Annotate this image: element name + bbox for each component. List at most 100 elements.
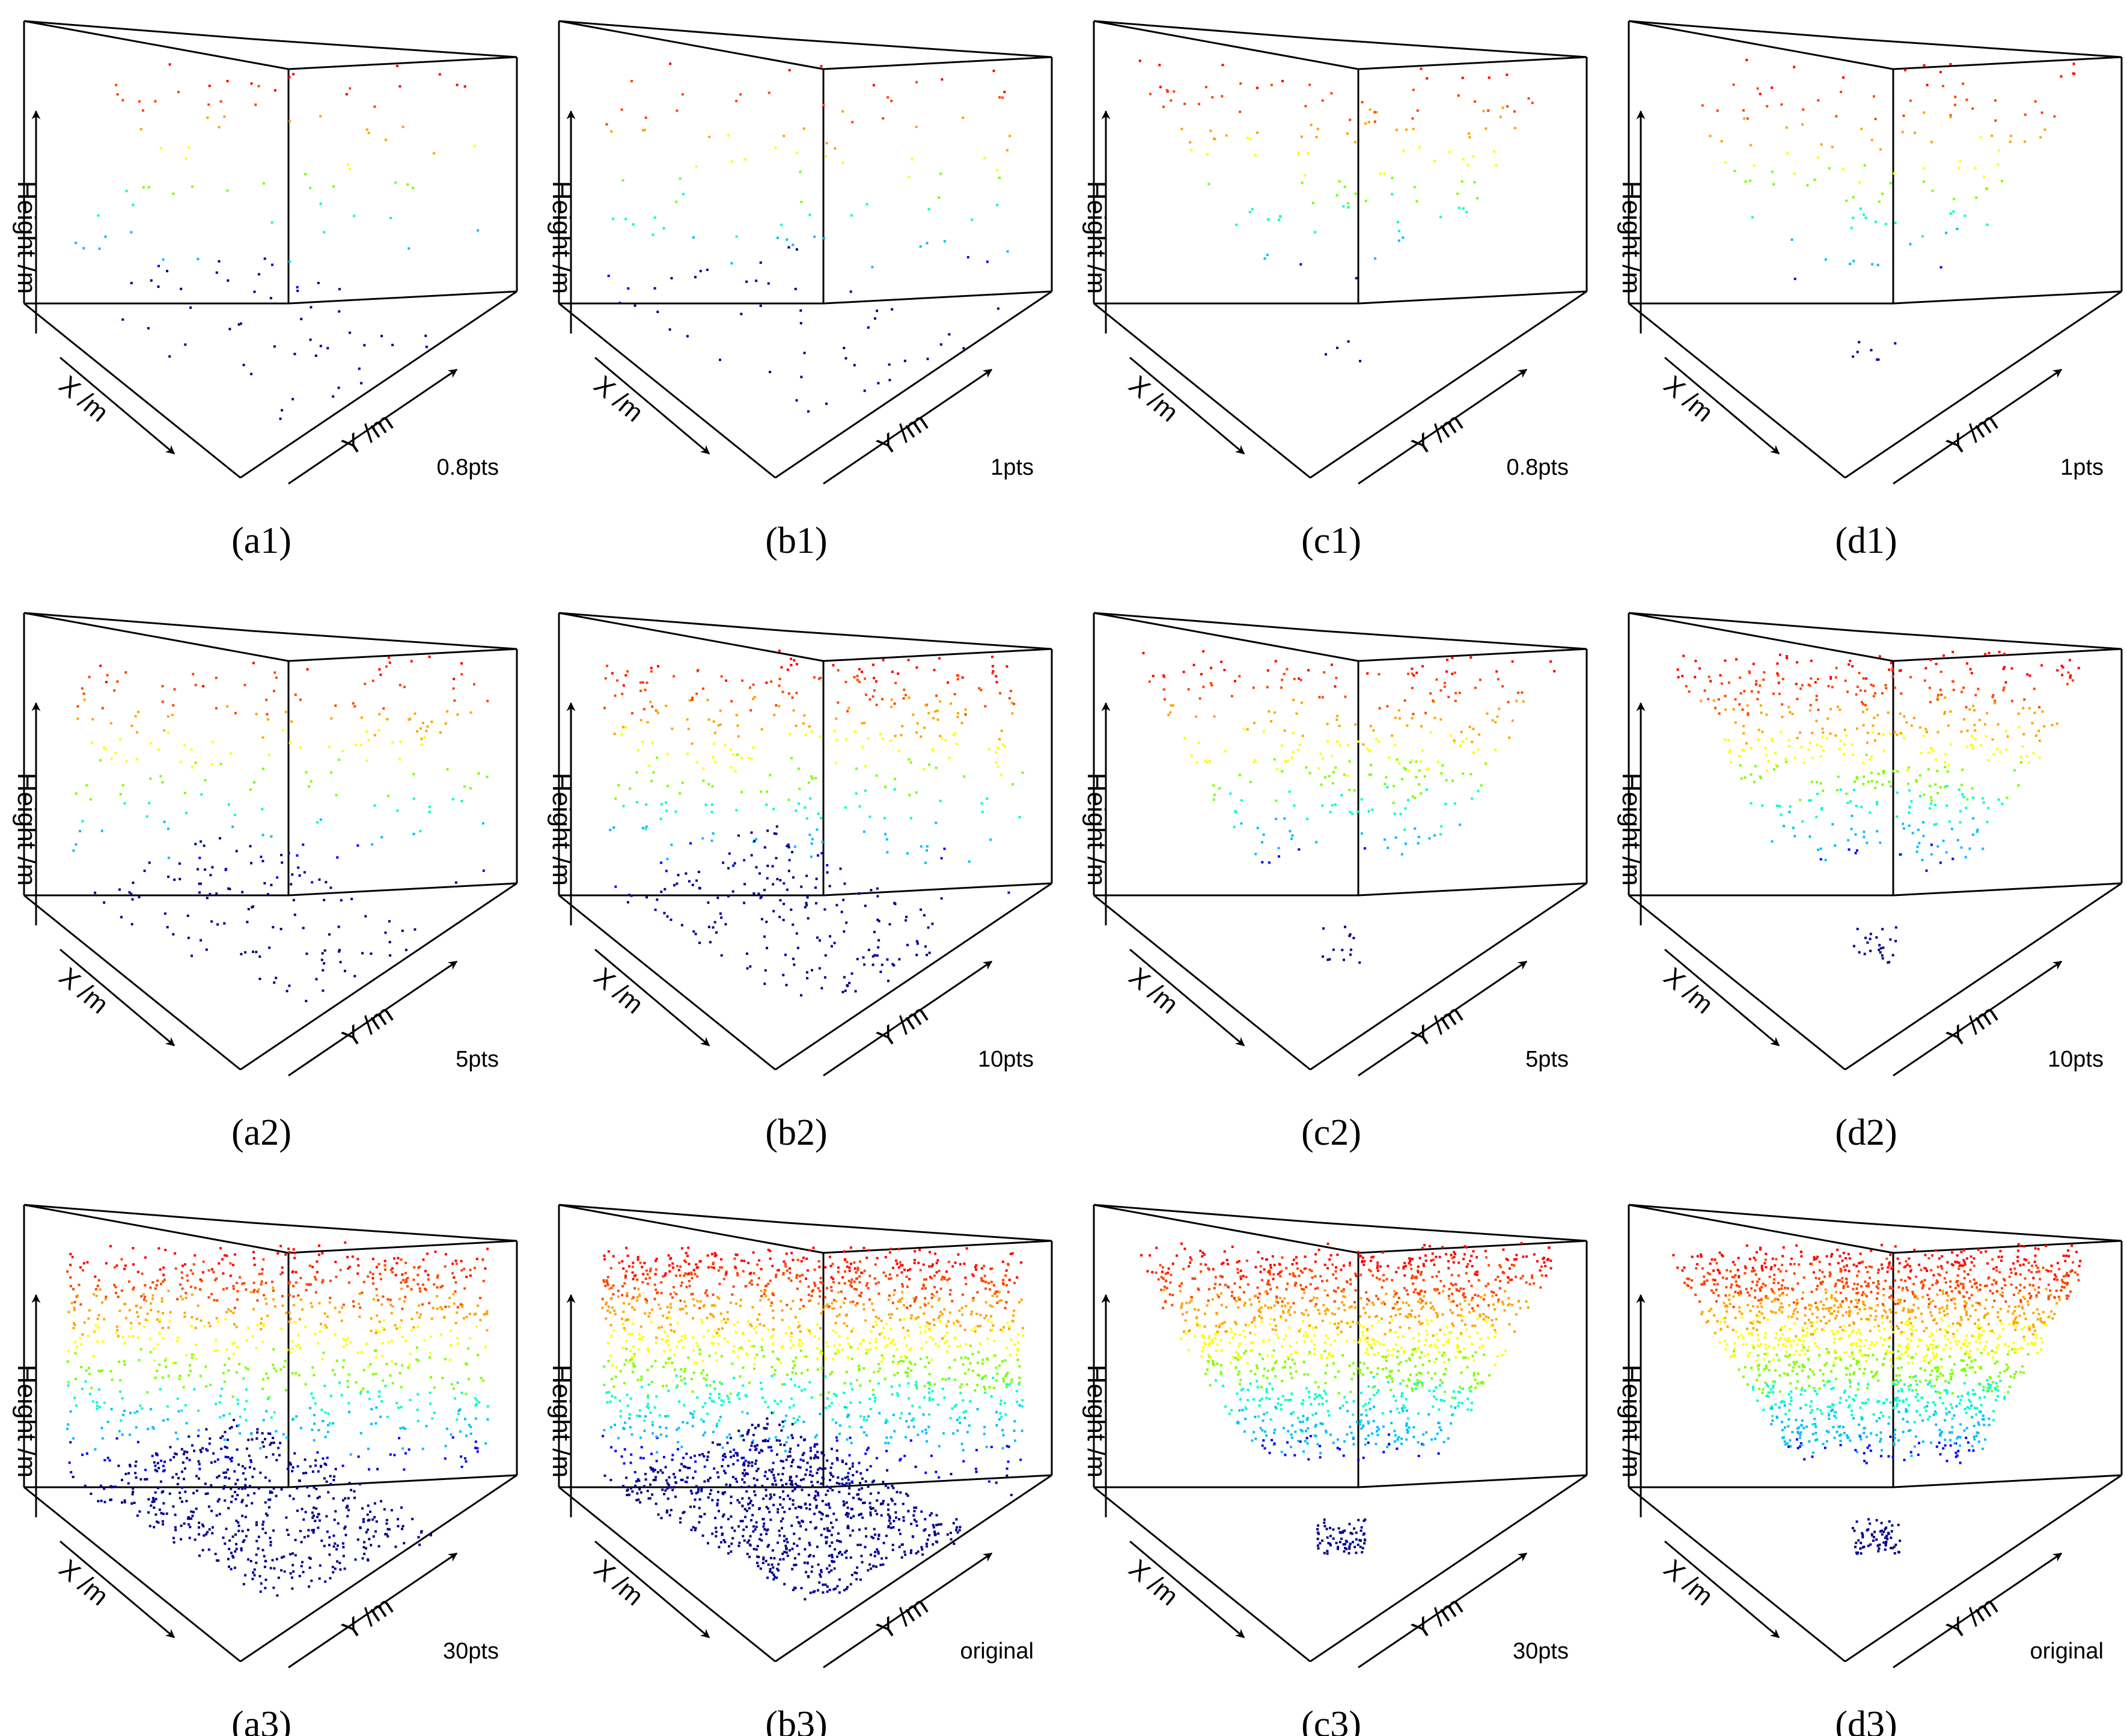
point [2053,115,2056,118]
point [221,1387,224,1390]
point [798,1342,801,1345]
point [172,1455,175,1458]
point [1266,254,1269,257]
point [1734,698,1737,701]
box-edge [1358,882,1587,897]
point [1322,955,1324,958]
point [862,1431,865,1434]
point [199,882,202,885]
point [667,1497,670,1500]
point [130,892,133,895]
box-edge [1628,612,1894,662]
point [231,1535,234,1538]
point [1817,99,1820,102]
point [227,887,230,890]
point [688,1272,691,1275]
point [1425,788,1428,791]
point [1210,666,1213,669]
point [1553,670,1556,672]
point [675,1345,678,1348]
point [1873,739,1876,742]
point [649,701,652,704]
point [177,1336,180,1339]
point-cloud [72,656,489,1002]
point [1917,828,1920,831]
point [819,1295,821,1298]
point [844,681,847,683]
point [880,1557,883,1560]
point [858,680,861,683]
point [1984,723,1986,726]
point [1878,948,1881,951]
point [2002,668,2005,671]
point [644,116,647,119]
point [1746,117,1749,120]
point [1876,714,1879,717]
point [1331,782,1334,785]
point [1848,663,1851,666]
point [141,1407,144,1410]
point [247,1326,249,1329]
point [380,335,383,338]
point [956,1531,959,1534]
point [180,1271,183,1274]
x-axis-label: X /m [53,962,114,1020]
point [834,1548,837,1551]
point [172,933,175,936]
point [639,681,642,684]
x-axis-label: X /m [1123,370,1184,428]
point [818,967,821,970]
point [176,1397,179,1400]
point [245,1388,248,1391]
point [828,1571,831,1574]
point [341,1542,344,1545]
point [184,1263,186,1266]
point [338,949,341,952]
point [167,876,170,879]
point [1930,853,1933,856]
point [1742,725,1745,728]
point [603,707,606,710]
point [1817,708,1820,711]
point [1517,692,1520,694]
point [671,1296,674,1299]
point [178,862,181,865]
point [703,1465,706,1468]
point [1855,805,1858,807]
point [1899,712,1902,715]
point [291,1564,294,1567]
point [1788,745,1791,748]
point [911,158,914,160]
point [1874,787,1877,790]
point [1262,730,1265,733]
point [225,1254,228,1257]
point [843,1302,846,1305]
point [377,1299,380,1302]
point [372,1298,375,1301]
point [771,1375,774,1377]
point [315,978,318,981]
point [173,688,176,691]
point [293,1452,296,1455]
point [965,1343,968,1345]
point [771,1571,774,1574]
point [218,1401,221,1404]
point [261,1441,264,1444]
point [1968,847,1971,850]
point [374,1530,377,1533]
point [135,1460,138,1463]
point [996,746,999,749]
point [817,1563,820,1566]
point [288,1281,291,1284]
point [690,1272,693,1275]
point [1247,136,1249,139]
box-edge [252,38,517,58]
point [129,1412,132,1415]
point [950,1538,953,1541]
point [249,1485,251,1488]
point [812,1246,815,1249]
point [1346,132,1349,135]
point [933,669,936,672]
point [2028,674,2031,677]
